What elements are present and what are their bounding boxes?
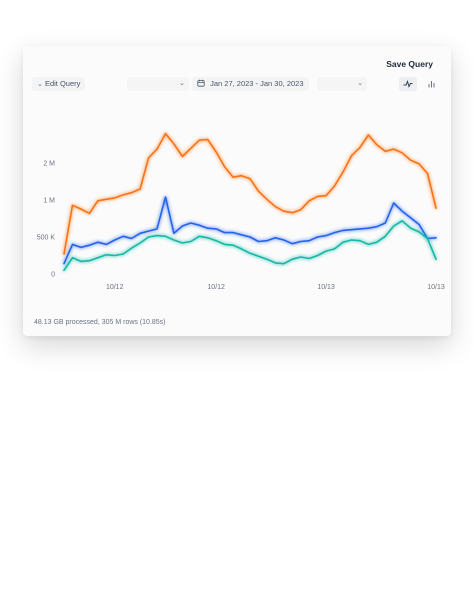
y-tick-label: 1 M [43,198,55,205]
x-axis: 10/12 10/12 10/13 10/13 [106,284,445,291]
chevron-down-icon: ⌄ [37,81,43,88]
query-toolbar: ⌄ Edit Query ⌄ Jan 27, 2023 - Jan 30, 20… [32,77,441,93]
x-tick-label: 10/12 [207,284,225,291]
x-tick-label: 10/13 [427,284,445,291]
x-tick-label: 10/13 [317,284,335,291]
interval-select[interactable]: ⌄ [317,77,367,91]
x-tick-label: 10/12 [106,284,124,291]
bar-chart-icon [428,81,434,88]
edit-query-label: Edit Query [44,79,81,88]
series-line-1 [63,132,437,255]
query-select[interactable]: ⌄ [127,77,189,91]
series-line-2 [63,196,437,265]
date-range-picker[interactable]: Jan 27, 2023 - Jan 30, 2023 [192,77,309,91]
y-axis: 0 500 K 1 M 2 M [37,161,56,279]
series-layer [63,132,437,272]
calendar-icon [197,79,205,87]
query-stats: 48.13 GB processed, 305 M rows (10.85s) [34,319,166,326]
date-range-label: Jan 27, 2023 - Jan 30, 2023 [210,79,304,88]
chevron-down-icon: ⌄ [179,80,185,87]
line-chart-toggle[interactable] [399,77,417,91]
y-tick-label: 2 M [43,161,55,168]
series-line-3 [63,220,437,272]
query-card: Save Query ⌄ Edit Query ⌄ Jan 27, 2023 -… [23,46,451,336]
y-tick-label: 500 K [37,235,56,242]
bar-chart-toggle[interactable] [422,77,440,91]
edit-query-button[interactable]: ⌄ Edit Query [32,77,86,91]
y-tick-label: 0 [51,272,55,279]
line-chart: 0 500 K 1 M 2 M 10/12 10/12 10/13 10/13 [37,132,445,291]
save-query-button[interactable]: Save Query [386,59,433,69]
line-chart-icon [403,80,413,88]
chevron-down-icon: ⌄ [357,80,363,87]
